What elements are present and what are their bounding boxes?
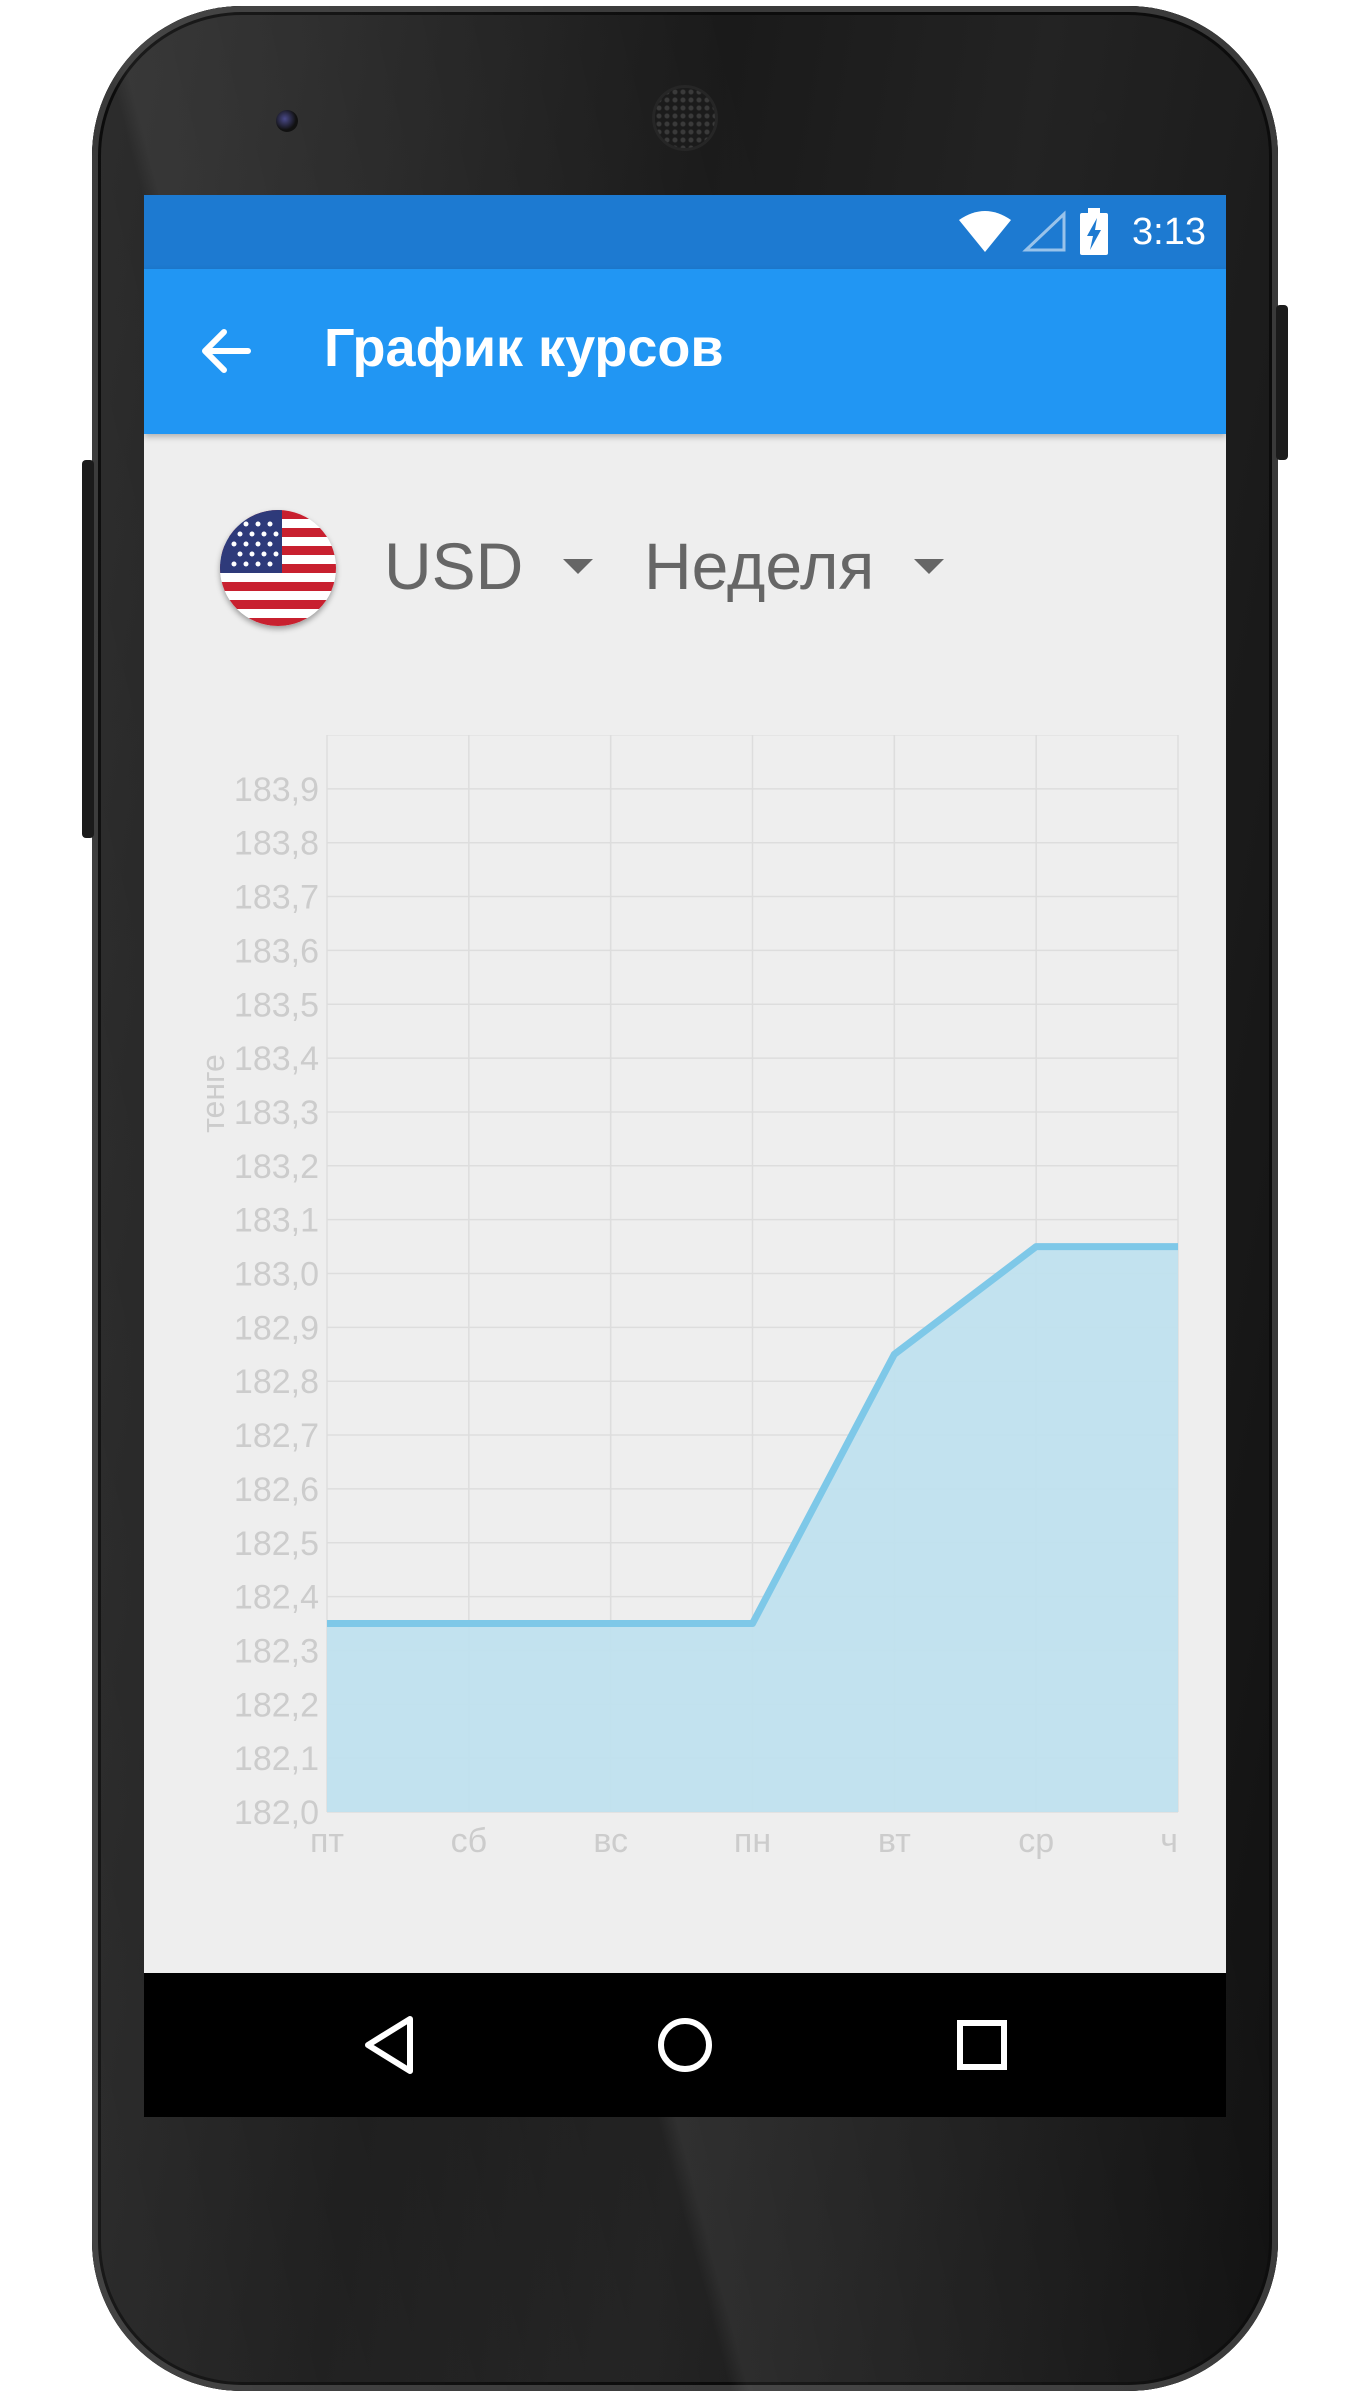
- recents-icon[interactable]: [946, 2009, 1018, 2081]
- y-axis-label: тенге: [195, 1054, 231, 1133]
- volume-button: [82, 460, 94, 838]
- x-tick-label: пн: [734, 1822, 771, 1860]
- currency-label: USD: [384, 529, 524, 603]
- series-area: [327, 1246, 1178, 1812]
- us-flag-icon: [220, 510, 336, 626]
- navigation-bar: [144, 1973, 1226, 2117]
- y-tick-label: 182,0: [234, 1794, 319, 1832]
- y-tick-label: 182,6: [234, 1471, 319, 1509]
- y-tick-label: 183,7: [234, 879, 319, 917]
- currency-caret-icon: [563, 558, 594, 574]
- x-axis-label: время: [707, 1871, 799, 1875]
- period-label: Неделя: [644, 529, 875, 603]
- status-time: 3:13: [1132, 210, 1206, 253]
- home-icon[interactable]: [649, 2009, 721, 2081]
- y-tick-label: 182,4: [234, 1579, 319, 1617]
- y-tick-label: 183,0: [234, 1256, 319, 1294]
- series-line: [327, 1243, 1178, 1628]
- y-tick-label: 182,3: [234, 1632, 319, 1670]
- status-bar: 3:13: [144, 195, 1226, 269]
- y-tick-label: 183,3: [234, 1094, 319, 1132]
- y-tick-label: 182,5: [234, 1525, 319, 1563]
- x-tick-label: вс: [593, 1822, 628, 1860]
- x-tick-label: сб: [451, 1822, 487, 1860]
- light-sensor: [1093, 110, 1107, 124]
- back-arrow-icon[interactable]: [196, 321, 256, 381]
- y-tick-label: 183,5: [234, 986, 319, 1024]
- period-dropdown[interactable]: Неделя: [644, 526, 945, 606]
- front-camera: [276, 110, 298, 132]
- x-tick-label: пт: [310, 1822, 344, 1860]
- y-tick-label: 183,9: [234, 771, 319, 809]
- wifi-icon: [959, 211, 1012, 252]
- y-tick-label: 182,7: [234, 1417, 319, 1455]
- signal-icon: [1022, 210, 1066, 252]
- app-bar: График курсов: [144, 269, 1226, 434]
- y-tick-label: 182,8: [234, 1363, 319, 1401]
- earpiece-speaker: [655, 88, 715, 148]
- screen: 3:13 График курсов: [144, 195, 1226, 2117]
- back-icon[interactable]: [354, 2009, 426, 2081]
- power-button: [1276, 305, 1288, 460]
- currency-dropdown[interactable]: USD: [384, 526, 594, 606]
- period-caret-icon: [914, 558, 945, 574]
- x-tick-label: вт: [878, 1822, 911, 1860]
- y-tick-label: 182,1: [234, 1740, 319, 1778]
- page-title: График курсов: [324, 318, 724, 378]
- selector-row: USD Неделя: [144, 510, 1226, 630]
- y-tick-label: 183,1: [234, 1202, 319, 1240]
- y-tick-label: 183,8: [234, 825, 319, 863]
- y-tick-label: 182,2: [234, 1686, 319, 1724]
- y-tick-label: 183,4: [234, 1040, 319, 1078]
- x-tick-label: ср: [1018, 1822, 1054, 1860]
- x-tick-label: ч: [1160, 1822, 1178, 1860]
- proximity-sensor: [1054, 110, 1070, 126]
- y-tick-label: 183,2: [234, 1148, 319, 1186]
- rate-chart: 182,0 182,1 182,2 182,3 182,4 182,5 182,6 182,7…: [195, 735, 1179, 1875]
- y-tick-label: 182,9: [234, 1309, 319, 1347]
- battery-charging-icon: [1080, 208, 1109, 255]
- y-tick-label: 183,6: [234, 932, 319, 970]
